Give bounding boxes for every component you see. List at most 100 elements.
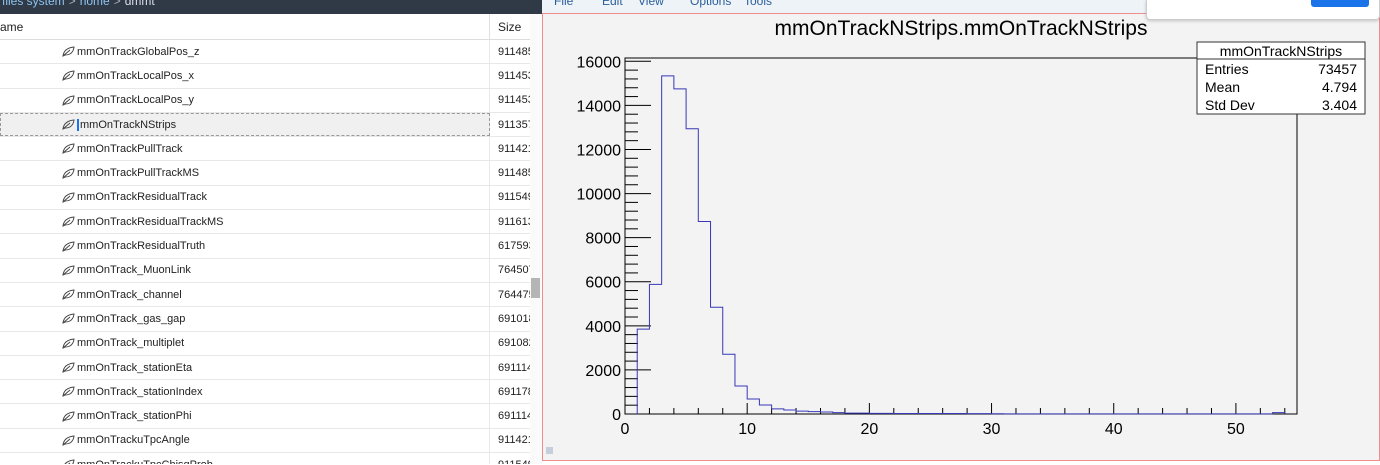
table-header: ame Size [0, 14, 530, 40]
breadcrumb-current: dmmt [125, 0, 155, 8]
leaf-icon [62, 265, 75, 276]
histogram-bin [784, 410, 796, 414]
y-tick-label: 2000 [585, 363, 621, 380]
name-cell[interactable]: mmOnTrackuTpcChisqProb [0, 453, 490, 464]
y-tick-label: 6000 [585, 275, 621, 292]
breadcrumb-separator: > [114, 0, 121, 8]
name-cell[interactable]: mmOnTrackLocalPos_y [0, 89, 490, 112]
leaf-name: mmOnTrackLocalPos_y [77, 94, 194, 106]
y-tick-label: 8000 [585, 231, 621, 248]
name-cell[interactable]: mmOnTrackGlobalPos_z [0, 40, 490, 63]
table-row[interactable]: mmOnTrackResidualTrackMS911613 [0, 210, 530, 234]
table-row[interactable]: mmOnTrackGlobalPos_z911485 [0, 40, 530, 64]
table-row[interactable]: mmOnTrackLocalPos_x911453 [0, 64, 530, 88]
leaf-icon [62, 168, 75, 179]
name-cell[interactable]: mmOnTrackLocalPos_x [0, 64, 490, 87]
table-row[interactable]: mmOnTrackResidualTruth617593 [0, 234, 530, 258]
stats-value: 73457 [1318, 61, 1357, 77]
table-row[interactable]: mmOnTrack_stationIndex 691178 [0, 380, 530, 404]
dialog-popup [1146, 0, 1380, 20]
leaf-icon [62, 46, 75, 57]
size-cell: 911357 [490, 119, 530, 131]
name-cell[interactable]: mmOnTrackResidualTruth [0, 234, 490, 257]
size-cell: 691082 [490, 337, 530, 349]
name-cell[interactable]: mmOnTrackNStrips [0, 113, 490, 136]
canvas-resize-handle[interactable] [546, 447, 553, 454]
leaf-icon [62, 95, 75, 106]
leaf-name: mmOnTrackResidualTrackMS [77, 216, 224, 228]
size-cell: 911421 [490, 143, 530, 155]
table-row[interactable]: mmOnTrack_stationPhi 691114 [0, 404, 530, 428]
histogram-bin [674, 89, 686, 414]
leaf-icon [62, 216, 75, 227]
histogram-bin [808, 412, 820, 414]
vertical-scrollbar[interactable] [530, 14, 542, 464]
table-row[interactable]: mmOnTrackResidualTrack 911549 [0, 186, 530, 210]
histogram-bin [747, 399, 759, 414]
size-cell: 911549 [490, 459, 530, 464]
name-cell[interactable]: mmOnTrackuTpcAngle [0, 429, 490, 452]
x-tick-label: 30 [983, 421, 1001, 438]
name-cell[interactable]: mmOnTrackResidualTrack [0, 186, 490, 209]
histogram-bin [711, 307, 723, 414]
leaf-icon [62, 192, 75, 203]
table-row[interactable]: mmOnTrackuTpcChisqProb 911549 [0, 453, 530, 464]
name-cell[interactable]: mmOnTrack_MuonLink [0, 259, 490, 282]
name-cell[interactable]: mmOnTrack_gas_gap [0, 307, 490, 330]
histogram-bin [820, 412, 832, 414]
menu-edit[interactable]: Edit [602, 0, 623, 8]
menu-file[interactable]: File [554, 0, 573, 8]
table-row[interactable]: mmOnTrack_channel 764475 [0, 283, 530, 307]
table-row[interactable]: mmOnTrack_MuonLink 764507 [0, 259, 530, 283]
y-tick-label: 14000 [577, 98, 622, 115]
leaf-name: mmOnTrack_stationEta [77, 362, 192, 374]
leaf-name: mmOnTrack_stationPhi [77, 410, 192, 422]
name-cell[interactable]: mmOnTrackPullTrackMS [0, 161, 490, 184]
size-cell: 911421 [490, 434, 530, 446]
leaf-icon [62, 289, 75, 300]
leaf-name: mmOnTrackResidualTrack [77, 191, 207, 203]
leaf-name: mmOnTrack_MuonLink [77, 264, 191, 276]
name-cell[interactable]: mmOnTrack_stationEta [0, 356, 490, 379]
table-row[interactable]: mmOnTrackPullTrack911421 [0, 137, 530, 161]
column-header-size[interactable]: Size [490, 14, 521, 39]
leaf-name: mmOnTrack_stationIndex [77, 386, 203, 398]
column-header-name[interactable]: ame [0, 14, 490, 39]
size-cell: 691178 [490, 386, 530, 398]
table-row[interactable]: mmOnTrack_gas_gap691018 [0, 307, 530, 331]
name-cell[interactable]: mmOnTrackPullTrack [0, 137, 490, 160]
stats-value: 4.794 [1322, 79, 1357, 95]
size-cell: 911549 [490, 191, 530, 203]
table-row[interactable]: mmOnTrackLocalPos_y911453 [0, 89, 530, 113]
name-cell[interactable]: mmOnTrack_stationIndex [0, 380, 490, 403]
name-cell[interactable]: mmOnTrack_channel [0, 283, 490, 306]
breadcrumb-item[interactable]: home [80, 0, 110, 8]
histogram-bin [845, 413, 869, 414]
menu-tools[interactable]: Tools [744, 0, 772, 8]
leaf-name: mmOnTrack_channel [77, 289, 182, 301]
stats-label: Mean [1205, 79, 1240, 95]
leaf-name: mmOnTrackuTpcChisqProb [77, 459, 213, 464]
leaf-name: mmOnTrackLocalPos_x [77, 70, 194, 82]
name-cell[interactable]: mmOnTrackResidualTrackMS [0, 210, 490, 233]
y-tick-label: 12000 [577, 142, 622, 159]
size-cell: 764507 [490, 264, 530, 276]
scrollbar-thumb[interactable] [531, 278, 540, 298]
stats-label: Std Dev [1205, 97, 1255, 113]
menu-options[interactable]: Options [690, 0, 731, 8]
histogram-bin [772, 409, 784, 414]
menu-view[interactable]: View [638, 0, 664, 8]
size-cell: 691114 [490, 410, 530, 422]
table-row[interactable]: mmOnTrack_multiplet691082 [0, 332, 530, 356]
table-row[interactable]: mmOnTrackNStrips911357 [0, 113, 530, 137]
name-cell[interactable]: mmOnTrack_stationPhi [0, 404, 490, 427]
dialog-ok-button[interactable] [1311, 0, 1369, 7]
histogram-bin [1273, 413, 1285, 414]
table-row[interactable]: mmOnTrackPullTrackMS911485 [0, 161, 530, 185]
name-cell[interactable]: mmOnTrack_multiplet [0, 332, 490, 355]
breadcrumb-item[interactable]: files system [2, 0, 65, 8]
size-cell: 764475 [490, 289, 530, 301]
table-row[interactable]: mmOnTrackuTpcAngle911421 [0, 429, 530, 453]
